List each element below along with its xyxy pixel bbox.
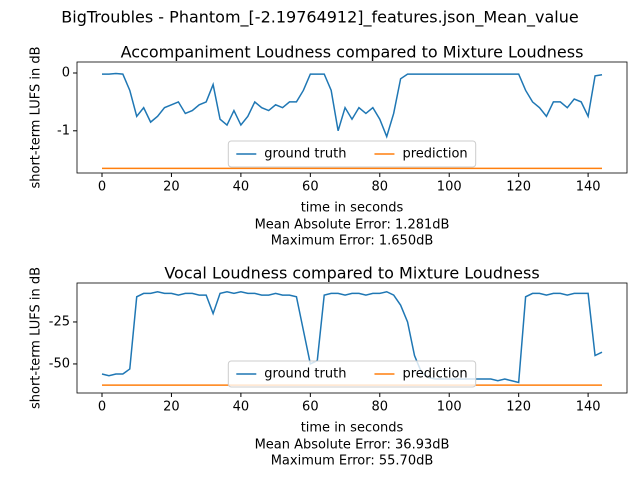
legend: ground truth prediction [227, 140, 477, 168]
x-tick-label: 40 [233, 400, 250, 415]
x-tick-label: 140 [576, 400, 601, 415]
chart-title: Vocal Loudness compared to Mixture Loudn… [164, 264, 539, 283]
legend-label: ground truth [264, 367, 346, 382]
x-tick-label: 60 [302, 400, 319, 415]
x-tick-label: 80 [372, 180, 389, 195]
y-axis-label: short-term LUFS in dB [29, 267, 44, 409]
y-tick-label: -25 [49, 314, 70, 329]
chart-title: Accompaniment Loudness compared to Mixtu… [121, 43, 584, 62]
y-tick-label: 0 [62, 65, 70, 80]
annotation: Maximum Error: 55.70dB [271, 454, 434, 469]
annotation: Maximum Error: 1.650dB [271, 234, 434, 249]
x-axis-label: time in seconds [301, 201, 404, 216]
figure-title: BigTroubles - Phantom_[-2.19764912]_feat… [61, 8, 578, 28]
x-tick-label: 20 [163, 180, 180, 195]
x-tick-label: 0 [98, 400, 106, 415]
x-tick-label: 120 [506, 180, 531, 195]
y-axis-label: short-term LUFS in dB [29, 46, 44, 188]
legend-frame [227, 360, 477, 388]
x-axis-label: time in seconds [301, 421, 404, 436]
legend-label: ground truth [264, 147, 346, 162]
legend: ground truth prediction [227, 360, 477, 388]
x-tick-label: 120 [506, 400, 531, 415]
x-tick-label: 80 [372, 400, 389, 415]
x-tick-label: 100 [437, 400, 462, 415]
annotation: Mean Absolute Error: 1.281dB [255, 218, 450, 233]
x-tick-label: 100 [437, 180, 462, 195]
x-tick-label: 140 [576, 180, 601, 195]
annotation: Mean Absolute Error: 36.93dB [255, 438, 450, 453]
y-tick-label: -1 [57, 123, 70, 138]
data-line [101, 290, 603, 384]
x-tick-label: 60 [302, 180, 319, 195]
axes-frame [76, 61, 628, 174]
x-tick-label: 0 [98, 180, 106, 195]
x-tick-label: 40 [233, 180, 250, 195]
legend-frame [227, 140, 477, 168]
axes-frame [76, 282, 628, 394]
legend-label: prediction [402, 367, 467, 382]
legend-label: prediction [402, 147, 467, 162]
x-tick-label: 20 [163, 400, 180, 415]
y-tick-label: -50 [49, 356, 70, 371]
data-line [102, 72, 603, 139]
